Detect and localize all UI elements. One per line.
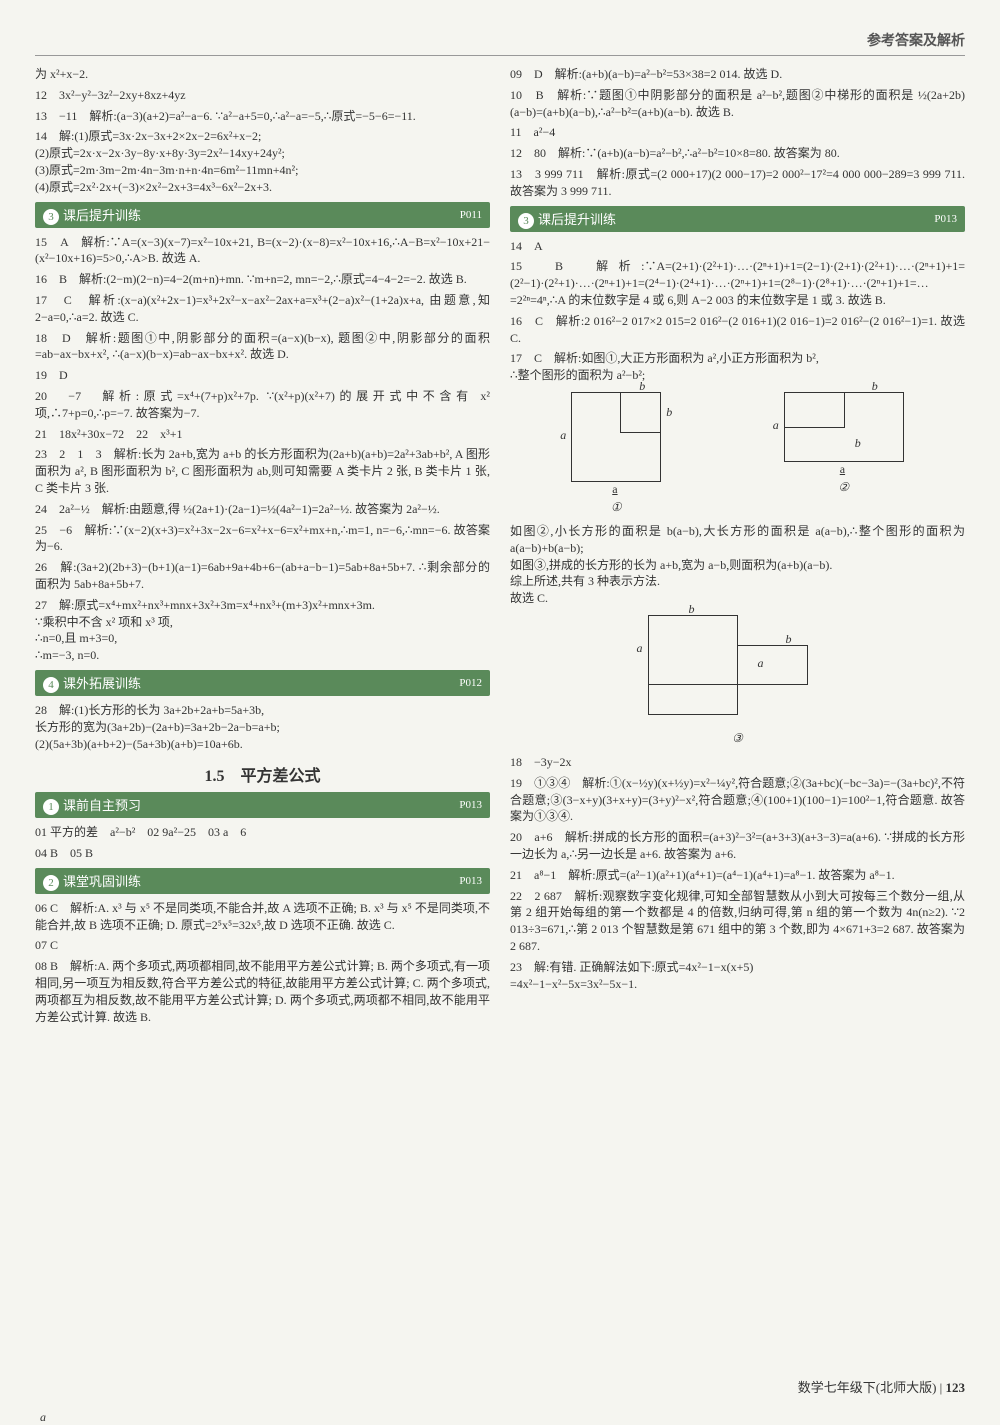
diagram-2: a b b a ② bbox=[784, 392, 904, 515]
answer-item: 04 B 05 B bbox=[35, 845, 490, 862]
answer-item: 19 D bbox=[35, 367, 490, 384]
answer-item: 14 A bbox=[510, 238, 965, 255]
answer-item: 26 解:(3a+2)(2b+3)−(b+1)(a−1)=6ab+9a+4b+6… bbox=[35, 559, 490, 593]
answer-item: 12 80 解析:∵(a+b)(a−b)=a²−b²,∴a²−b²=10×8=8… bbox=[510, 145, 965, 162]
label-a-under: a bbox=[840, 462, 845, 477]
answer-item: 18 D 解析:题图①中,阴影部分的面积=(a−x)(b−x), 题图②中,阴影… bbox=[35, 330, 490, 364]
answer-item: 25 −6 解析:∵(x−2)(x+3)=x²+3x−2x−6=x²+x−6=x… bbox=[35, 522, 490, 556]
label-b: b bbox=[689, 602, 695, 617]
answer-item: 24 2a²−½ 解析:由题意,得 ½(2a+1)·(2a−1)=½(4a²−1… bbox=[35, 501, 490, 518]
answer-item: 08 B 解析:A. 两个多项式,两项都相同,故不能用平方差公式计算; B. 两… bbox=[35, 958, 490, 1025]
section-title-text: 课后提升训练 bbox=[538, 212, 616, 227]
page-footer: 数学七年级下(北师大版) | 123 bbox=[798, 1377, 965, 1396]
answer-item: 14 解:(1)原式=3x·2x−3x+2×2x−2=6x²+x−2; (2)原… bbox=[35, 128, 490, 195]
answer-item: 28 解:(1)长方形的长为 3a+2b+2a+b=5a+3b, 长方形的宽为(… bbox=[35, 702, 490, 752]
badge-icon: 4 bbox=[43, 677, 59, 693]
answer-item: 18 −3y−2x bbox=[510, 754, 965, 771]
answer-item: 23 解:有错. 正确解法如下:原式=4x²−1−x(x+5) =4x²−1−x… bbox=[510, 959, 965, 993]
box-3a: a b bbox=[648, 615, 738, 685]
section-label: 1 课前自主预习 bbox=[43, 795, 141, 815]
page-code: P013 bbox=[459, 875, 482, 887]
label-a-under: a bbox=[612, 482, 617, 497]
answer-item: 20 −7 解析:原式=x⁴+(7+p)x²+7p. ∵(x²+p)(x²+7)… bbox=[35, 388, 490, 422]
answer-item: 11 a²−4 bbox=[510, 124, 965, 141]
answer-item: 19 ①③④ 解析:①(x−½y)(x+½y)=x²−¼y²,符合题意;②(3a… bbox=[510, 775, 965, 825]
answer-item: 16 B 解析:(2−m)(2−n)=4−2(m+n)+mn. ∵m+n=2, … bbox=[35, 271, 490, 288]
text-line: 为 x²+x−2. bbox=[35, 66, 490, 83]
label-a: a bbox=[560, 428, 566, 443]
section-title-text: 课堂巩固训练 bbox=[63, 874, 141, 889]
badge-icon: 1 bbox=[43, 799, 59, 815]
caption-2: ② bbox=[784, 480, 904, 495]
chapter-title: 1.5 平方差公式 bbox=[35, 762, 490, 786]
answer-item: 20 a+6 解析:拼成的长方形的面积=(a+3)²−3²=(a+3+3)(a+… bbox=[510, 829, 965, 863]
answer-item: 09 D 解析:(a+b)(a−b)=a²−b²=53×38=2 014. 故选… bbox=[510, 66, 965, 83]
section-label: 3 课后提升训练 bbox=[43, 205, 141, 225]
section-title-text: 课前自主预习 bbox=[63, 798, 141, 813]
right-column: 09 D 解析:(a+b)(a−b)=a²−b²=53×38=2 014. 故选… bbox=[510, 66, 965, 1029]
answer-item: 17 C 解析:如图①,大正方形面积为 a²,小正方形面积为 b², ∴整个图形… bbox=[510, 350, 965, 384]
section-bar: 3 课后提升训练 P011 bbox=[35, 202, 490, 228]
section-label: 3 课后提升训练 bbox=[518, 209, 616, 229]
answer-item: 01 平方的差 a²−b² 02 9a²−25 03 a 6 bbox=[35, 824, 490, 841]
label-b: b bbox=[639, 379, 645, 394]
label-a: a bbox=[773, 418, 779, 433]
answer-item: 15 B 解析:∵A=(2+1)·(2²+1)·…·(2ⁿ+1)+1=(2−1)… bbox=[510, 258, 965, 308]
answer-item: 06 C 解析:A. x³ 与 x⁵ 不是同类项,不能合并,故 A 选项不正确;… bbox=[35, 900, 490, 934]
label-b: b bbox=[855, 436, 861, 451]
section-bar: 4 课外拓展训练 P012 bbox=[35, 670, 490, 696]
badge-icon: 2 bbox=[43, 875, 59, 891]
section-title-text: 课外拓展训练 bbox=[63, 676, 141, 691]
answer-item: 16 C 解析:2 016²−2 017×2 015=2 016²−(2 016… bbox=[510, 313, 965, 347]
page-header: 参考答案及解析 bbox=[35, 30, 965, 56]
diagram-3: a b b a a ③ bbox=[648, 615, 828, 746]
badge-icon: 3 bbox=[518, 213, 534, 229]
label-b: b bbox=[666, 405, 672, 420]
diagram-1: a b b a ① bbox=[571, 392, 661, 515]
page-code: P013 bbox=[459, 799, 482, 811]
box-3c: a bbox=[648, 685, 738, 715]
inner-rect bbox=[785, 393, 845, 428]
left-column: 为 x²+x−2. 12 3x²−y²−3z²−2xy+8xz+4yz 13 −… bbox=[35, 66, 490, 1029]
section-bar: 3 课后提升训练 P013 bbox=[510, 206, 965, 232]
page-number: 123 bbox=[946, 1380, 966, 1395]
label-b: b bbox=[786, 632, 792, 647]
page-code: P012 bbox=[459, 677, 482, 689]
inner-square: b bbox=[620, 393, 660, 433]
answer-item: 07 C bbox=[35, 937, 490, 954]
section-title-text: 课后提升训练 bbox=[63, 208, 141, 223]
section-bar: 2 课堂巩固训练 P013 bbox=[35, 868, 490, 894]
page-code: P013 bbox=[934, 213, 957, 225]
section-label: 4 课外拓展训练 bbox=[43, 673, 141, 693]
diagram-row-1: a b b a ① a b b a ② bbox=[510, 392, 965, 515]
answer-item: 21 a⁸−1 解析:原式=(a²−1)(a²+1)(a⁴+1)=(a⁴−1)(… bbox=[510, 867, 965, 884]
label-b: b bbox=[872, 379, 878, 394]
rect-diagram: a b b a bbox=[784, 392, 904, 462]
box-3b: b a bbox=[738, 645, 808, 685]
caption-1: ① bbox=[571, 500, 661, 515]
answer-item: 21 18x²+30x−72 22 x³+1 bbox=[35, 426, 490, 443]
answer-item: 17 C 解析:(x−a)(x²+2x−1)=x³+2x²−x−ax²−2ax+… bbox=[35, 292, 490, 326]
footer-text: 数学七年级下(北师大版) | bbox=[798, 1380, 946, 1395]
label-a: a bbox=[758, 656, 764, 671]
section-label: 2 课堂巩固训练 bbox=[43, 871, 141, 891]
answer-item: 27 解:原式=x⁴+mx²+nx³+mnx+3x²+3m=x⁴+nx³+(m+… bbox=[35, 597, 490, 664]
answer-item: 22 2 687 解析:观察数字变化规律,可知全部智慧数从小到大可按每三个数分一… bbox=[510, 888, 965, 955]
answer-item: 12 3x²−y²−3z²−2xy+8xz+4yz bbox=[35, 87, 490, 104]
answer-item: 如图②,小长方形的面积是 b(a−b),大长方形的面积是 a(a−b),∴整个图… bbox=[510, 523, 965, 607]
caption-3: ③ bbox=[648, 731, 828, 746]
badge-icon: 3 bbox=[43, 209, 59, 225]
content-columns: 为 x²+x−2. 12 3x²−y²−3z²−2xy+8xz+4yz 13 −… bbox=[35, 66, 965, 1029]
answer-item: 13 −11 解析:(a−3)(a+2)=a²−a−6. ∵a²−a+5=0,∴… bbox=[35, 108, 490, 125]
answer-item: 10 B 解析:∵题图①中阴影部分的面积是 a²−b²,题图②中梯形的面积是 ½… bbox=[510, 87, 965, 121]
page-code: P011 bbox=[460, 209, 482, 221]
section-bar: 1 课前自主预习 P013 bbox=[35, 792, 490, 818]
label-a: a bbox=[40, 1410, 46, 1425]
answer-item: 15 A 解析:∵A=(x−3)(x−7)=x²−10x+21, B=(x−2)… bbox=[35, 234, 490, 268]
answer-item: 13 3 999 711 解析:原式=(2 000+17)(2 000−17)=… bbox=[510, 166, 965, 200]
label-a: a bbox=[637, 641, 643, 656]
square-diagram: a b b a bbox=[571, 392, 661, 482]
answer-item: 23 2 1 3 解析:长为 2a+b,宽为 a+b 的长方形面积为(2a+b)… bbox=[35, 446, 490, 496]
